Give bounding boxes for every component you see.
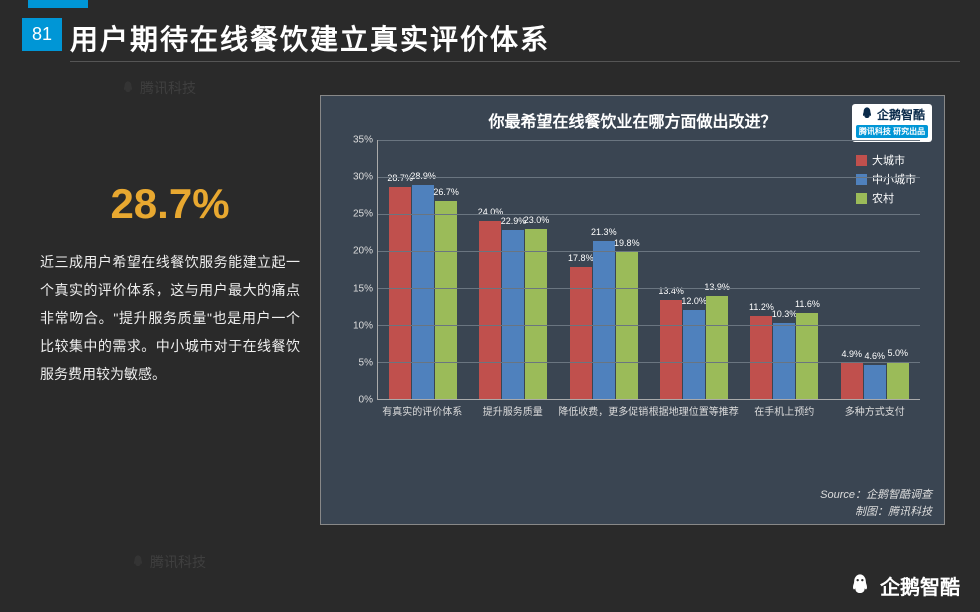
y-tick-label: 10% <box>337 320 373 331</box>
bar: 28.9% <box>412 185 434 399</box>
bar-value-label: 5.0% <box>888 348 909 358</box>
footer-brand: 企鹅智酷 <box>846 571 960 600</box>
penguin-icon <box>130 554 146 570</box>
bar-groups: 28.7%28.9%26.7%24.0%22.9%23.0%17.8%21.3%… <box>378 140 920 399</box>
y-tick-label: 30% <box>337 172 373 183</box>
chart-source: Source：企鹅智酷调查 制图：腾讯科技 <box>820 487 932 520</box>
bar: 21.3% <box>593 241 615 399</box>
page-title: 用户期待在线餐饮建立真实评价体系 <box>70 18 550 58</box>
penguin-icon <box>846 572 874 600</box>
left-column: 28.7% 近三成用户希望在线餐饮服务能建立起一个真实的评价体系，这与用户最大的… <box>40 180 300 388</box>
y-tick-label: 15% <box>337 283 373 294</box>
chart-container: 你最希望在线餐饮业在哪方面做出改进？ 企鹅智酷 腾讯科技 研究出品 大城市中小城… <box>320 95 945 525</box>
grid-line <box>378 325 920 326</box>
grid-line <box>378 288 920 289</box>
bar-value-label: 22.9% <box>501 216 527 226</box>
bar-value-label: 12.0% <box>681 296 707 306</box>
x-tick-label: 在手机上预约 <box>739 402 830 440</box>
bar: 4.9% <box>841 363 863 399</box>
chart-title: 你最希望在线餐饮业在哪方面做出改进？ 企鹅智酷 腾讯科技 研究出品 <box>337 108 928 132</box>
bar: 13.9% <box>706 296 728 399</box>
watermark: 腾讯科技 <box>120 78 196 98</box>
y-tick-label: 20% <box>337 246 373 257</box>
bar-value-label: 4.6% <box>865 351 886 361</box>
penguin-icon <box>859 106 875 122</box>
chart-badge: 企鹅智酷 腾讯科技 研究出品 <box>852 104 932 142</box>
y-tick-label: 35% <box>337 135 373 146</box>
bar-value-label: 11.2% <box>749 302 774 312</box>
x-axis-labels: 有真实的评价体系提升服务质量降低收费，更多促销根据地理位置等推荐在手机上预约多种… <box>377 402 920 440</box>
y-tick-label: 5% <box>337 357 373 368</box>
bar-group: 17.8%21.3%19.8% <box>559 140 649 399</box>
bar: 23.0% <box>525 229 547 399</box>
watermark: 腾讯科技 <box>130 552 206 572</box>
bar: 4.6% <box>864 365 886 399</box>
grid-line <box>378 177 920 178</box>
x-tick-label: 多种方式支付 <box>830 402 921 440</box>
grid-line <box>378 362 920 363</box>
bar-value-label: 26.7% <box>433 187 459 197</box>
bar: 26.7% <box>435 201 457 399</box>
bar-group: 13.4%12.0%13.9% <box>649 140 739 399</box>
bar-value-label: 19.8% <box>614 238 640 248</box>
x-tick-label: 根据地理位置等推荐 <box>649 402 740 440</box>
y-tick-label: 0% <box>337 395 373 406</box>
grid-line <box>378 251 920 252</box>
bar: 22.9% <box>502 230 524 399</box>
bar: 28.7% <box>389 187 411 399</box>
chart-plot: 28.7%28.9%26.7%24.0%22.9%23.0%17.8%21.3%… <box>337 140 928 440</box>
x-tick-label: 降低收费，更多促销 <box>558 402 649 440</box>
bar-group: 4.9%4.6%5.0% <box>830 140 920 399</box>
highlight-stat: 28.7% <box>40 180 300 228</box>
bar: 13.4% <box>660 300 682 399</box>
bar-group: 28.7%28.9%26.7% <box>378 140 468 399</box>
bar: 11.2% <box>750 316 772 399</box>
x-tick-label: 提升服务质量 <box>468 402 559 440</box>
bar-value-label: 10.3% <box>772 309 798 319</box>
penguin-icon <box>120 80 136 96</box>
slide-number: 81 <box>22 18 62 51</box>
grid-line <box>378 140 920 141</box>
accent-strip <box>28 0 88 8</box>
bar-value-label: 24.0% <box>478 207 504 217</box>
header: 用户期待在线餐饮建立真实评价体系 <box>70 14 960 62</box>
bar: 5.0% <box>887 362 909 399</box>
bar: 24.0% <box>479 221 501 399</box>
bar: 11.6% <box>796 313 818 399</box>
bar: 12.0% <box>683 310 705 399</box>
bar-value-label: 4.9% <box>842 349 863 359</box>
bar-value-label: 11.6% <box>795 299 820 309</box>
bar-value-label: 21.3% <box>591 227 617 237</box>
bar-value-label: 17.8% <box>568 253 594 263</box>
x-tick-label: 有真实的评价体系 <box>377 402 468 440</box>
bar-group: 11.2%10.3%11.6% <box>739 140 829 399</box>
description: 近三成用户希望在线餐饮服务能建立起一个真实的评价体系，这与用户最大的痛点非常吻合… <box>40 248 300 388</box>
y-tick-label: 25% <box>337 209 373 220</box>
grid-line <box>378 214 920 215</box>
plot-area: 28.7%28.9%26.7%24.0%22.9%23.0%17.8%21.3%… <box>377 140 920 400</box>
bar: 10.3% <box>773 323 795 399</box>
bar-group: 24.0%22.9%23.0% <box>468 140 558 399</box>
bar-value-label: 23.0% <box>524 215 550 225</box>
